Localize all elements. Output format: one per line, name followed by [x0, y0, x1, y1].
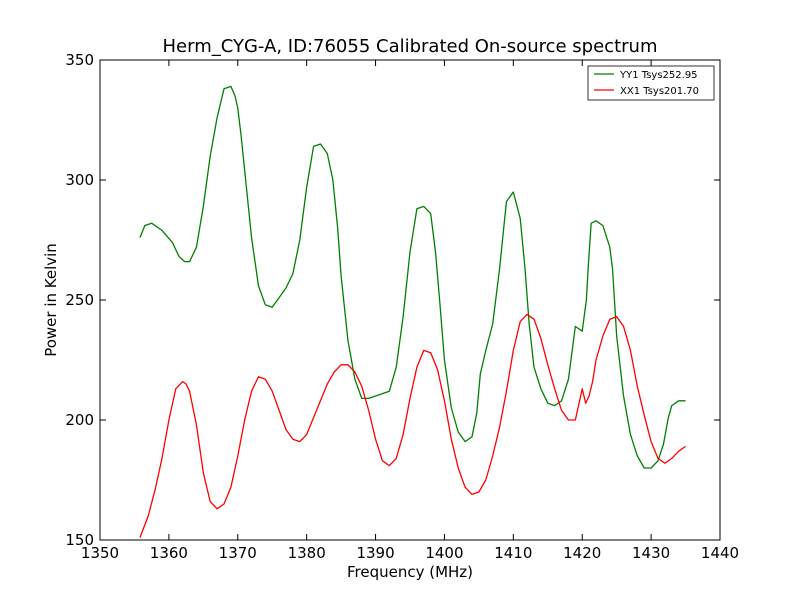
chart-title: Herm_CYG-A, ID:76055 Calibrated On-sourc… — [163, 36, 658, 57]
plot-background — [100, 60, 720, 540]
x-tick-label: 1410 — [494, 544, 532, 562]
legend-label-yy1: YY1 Tsys252.95 — [619, 70, 698, 81]
plot-frame — [99, 59, 721, 541]
x-tick-label: 1430 — [632, 544, 670, 562]
x-tick-label: 1360 — [150, 544, 188, 562]
x-axis-label: Frequency (MHz) — [347, 563, 473, 581]
x-tick-label: 1440 — [701, 544, 739, 562]
y-axis-label: Power in Kelvin — [42, 243, 60, 357]
legend: YY1 Tsys252.95 XX1 Tsys201.70 — [587, 65, 715, 101]
y-tick-label: 200 — [65, 411, 94, 429]
y-tick-label: 300 — [65, 171, 94, 189]
tick-layer: 1350 1360 1370 1380 1390 1400 1410 1420 1430 1440… — [65, 51, 739, 562]
x-tick-label: 1390 — [356, 544, 394, 562]
legend-box — [587, 65, 715, 101]
x-tick-label: 1380 — [288, 544, 326, 562]
y-tick-label: 150 — [65, 531, 94, 549]
series-line-yy1 — [139, 85, 686, 469]
x-tick-label: 1420 — [563, 544, 601, 562]
x-tick-label: 1370 — [219, 544, 257, 562]
series-line-xx1 — [139, 313, 686, 538]
x-tick-label: 1350 — [81, 544, 119, 562]
x-tick-label: 1400 — [425, 544, 463, 562]
y-tick-label: 350 — [65, 51, 94, 69]
y-tick-label: 250 — [65, 291, 94, 309]
legend-label-xx1: XX1 Tsys201.70 — [620, 86, 699, 97]
series-layer — [139, 85, 686, 538]
